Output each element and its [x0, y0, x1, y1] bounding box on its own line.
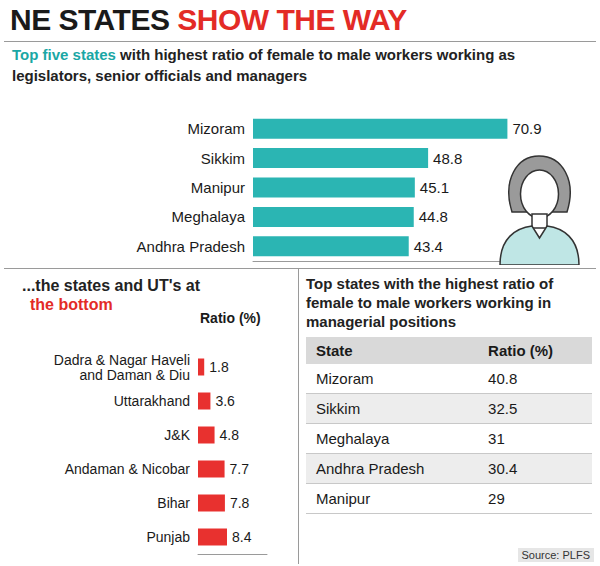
html-text:29: 29	[488, 490, 505, 507]
svg-text:4.8: 4.8	[220, 427, 240, 443]
svg-text:3.6: 3.6	[215, 393, 235, 409]
svg-text:and Daman & Diu: and Daman & Diu	[79, 367, 190, 383]
html-text:Source: PLFS: Source: PLFS	[521, 549, 590, 561]
html-text:Ratio (%): Ratio (%)	[488, 342, 554, 359]
svg-text:1.8: 1.8	[209, 359, 229, 375]
svg-text:70.9: 70.9	[512, 120, 541, 137]
svg-text:Uttarakhand: Uttarakhand	[114, 393, 190, 409]
svg-text:48.8: 48.8	[433, 150, 462, 167]
svg-text:43.4: 43.4	[414, 238, 443, 255]
svg-text:Manipur: Manipur	[191, 179, 245, 196]
html-text:Sikkim: Sikkim	[316, 400, 361, 417]
svg-text:44.8: 44.8	[419, 208, 448, 225]
svg-text:Ratio (%): Ratio (%)	[200, 310, 261, 326]
html-text:the bottom: the bottom	[30, 296, 113, 313]
html-text:32.5: 32.5	[488, 400, 518, 417]
svg-text:Sikkim: Sikkim	[201, 150, 245, 167]
html-text:Mizoram: Mizoram	[316, 370, 374, 387]
svg-text:Andaman & Nicobar: Andaman & Nicobar	[65, 461, 191, 477]
html-text:...the states and UT's at: ...the states and UT's at	[22, 277, 201, 294]
svg-text:7.8: 7.8	[230, 495, 250, 511]
html-text:Top five states with highest r: Top five states with highest ratio of fe…	[12, 46, 516, 84]
html-text:30.4: 30.4	[488, 460, 518, 477]
svg-text:7.7: 7.7	[230, 461, 250, 477]
html-text:Manipur: Manipur	[316, 490, 371, 507]
html-text:NE STATES SHOW THE WAY: NE STATES SHOW THE WAY	[10, 3, 407, 36]
svg-text:Meghalaya: Meghalaya	[172, 208, 246, 225]
html-text:Top states with the highest ra: Top states with the highest ratio of fem…	[306, 275, 554, 330]
svg-text:Andhra Pradesh: Andhra Pradesh	[137, 238, 245, 255]
html-text:State: State	[316, 342, 353, 359]
svg-text:Dadra & Nagar Haveli: Dadra & Nagar Haveli	[54, 352, 190, 368]
svg-text:J&K: J&K	[164, 427, 190, 443]
svg-text:Mizoram: Mizoram	[187, 120, 245, 137]
html-text:Andhra Pradesh: Andhra Pradesh	[316, 460, 425, 477]
html-text:40.8: 40.8	[488, 370, 518, 387]
svg-text:8.4: 8.4	[232, 529, 252, 545]
html-text:31: 31	[488, 430, 505, 447]
html-text:Meghalaya: Meghalaya	[316, 430, 390, 447]
svg-text:Punjab: Punjab	[146, 529, 190, 545]
svg-text:45.1: 45.1	[420, 179, 449, 196]
svg-text:Bihar: Bihar	[157, 495, 190, 511]
